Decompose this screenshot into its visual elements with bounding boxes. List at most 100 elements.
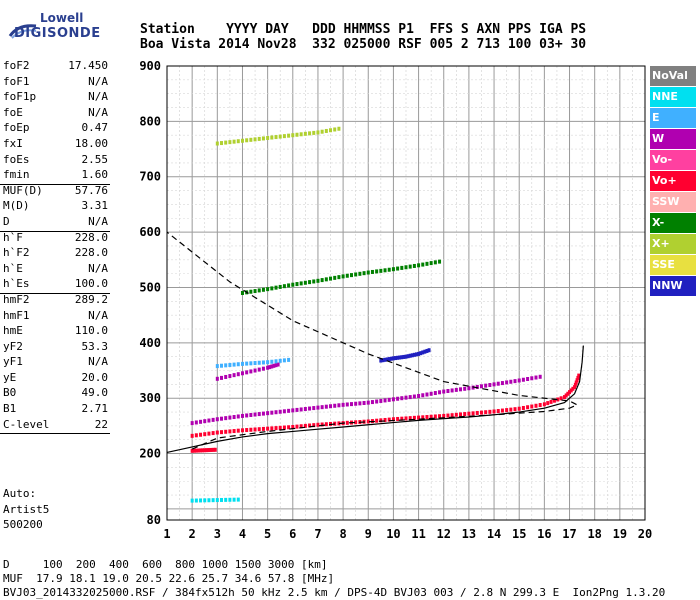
auto-label: Auto: bbox=[3, 487, 37, 500]
echo-point-vo bbox=[194, 433, 198, 438]
header-values: Boa Vista 2014 Nov28 332 025000 RSF 005 … bbox=[140, 37, 587, 52]
param-row: hmF2 289.2 bbox=[0, 292, 120, 308]
echo-point-w bbox=[442, 389, 446, 394]
echo-point-vo bbox=[274, 426, 278, 431]
echo-point-w bbox=[308, 406, 312, 411]
echo-point-w bbox=[240, 371, 244, 376]
y-tick-label: 200 bbox=[139, 447, 161, 461]
x-tick-label: 3 bbox=[214, 527, 221, 541]
echo-point-w bbox=[224, 374, 228, 379]
echo-point-nnw bbox=[410, 353, 414, 358]
footer-muf-row: MUF 17.9 18.1 19.0 20.5 22.6 25.7 34.6 5… bbox=[3, 572, 335, 585]
param-row: h`Es 100.0 bbox=[0, 276, 120, 292]
echo-point-w bbox=[316, 405, 320, 410]
echo-point-e bbox=[253, 361, 257, 366]
echo-point-vo bbox=[566, 391, 570, 396]
echo-point-x bbox=[253, 137, 257, 142]
param-value: 1.60 bbox=[81, 168, 109, 182]
echo-point-w bbox=[530, 376, 534, 381]
echo-point-x bbox=[303, 131, 307, 136]
echo-point-x bbox=[224, 140, 228, 145]
echo-point-vo bbox=[433, 414, 437, 419]
echo-point-w bbox=[337, 403, 341, 408]
echo-point-x bbox=[291, 282, 295, 287]
echo-point-x bbox=[261, 287, 265, 292]
y-tick-label: 900 bbox=[139, 59, 161, 73]
footer-distance-row: D 100 200 400 600 800 1000 1500 3000 [km… bbox=[3, 558, 328, 571]
echo-point-w bbox=[509, 379, 513, 384]
echo-point-vo bbox=[549, 399, 553, 404]
echo-point-vo bbox=[496, 409, 500, 414]
echo-point-vo bbox=[400, 416, 404, 421]
echo-point-x bbox=[282, 284, 286, 289]
echo-point-x bbox=[316, 278, 320, 283]
echo-point-w bbox=[354, 401, 358, 406]
legend-entry-w: W bbox=[650, 129, 696, 149]
echo-point-x bbox=[329, 128, 333, 133]
echo-point-w bbox=[287, 408, 291, 413]
param-value: 0.47 bbox=[81, 121, 109, 135]
echo-point-w bbox=[215, 417, 219, 422]
echo-point-vo bbox=[530, 404, 534, 409]
echo-point-w bbox=[366, 400, 370, 405]
echo-point-w bbox=[232, 373, 236, 378]
echo-point-vo bbox=[479, 410, 483, 415]
echo-point-vo bbox=[203, 432, 207, 437]
echo-point-x bbox=[282, 134, 286, 139]
echo-point-vo bbox=[425, 415, 429, 420]
echo-point-w bbox=[496, 381, 500, 386]
echo-point-w bbox=[220, 375, 224, 380]
echo-point-w bbox=[291, 408, 295, 413]
echo-point-w bbox=[521, 377, 525, 382]
echo-point-x bbox=[312, 130, 316, 135]
echo-point-x bbox=[345, 273, 349, 278]
echo-point-w bbox=[274, 410, 278, 415]
echo-point-w bbox=[538, 374, 542, 379]
echo-point-vo bbox=[559, 396, 563, 401]
echo-point-vo bbox=[573, 382, 577, 387]
echo-point-x bbox=[240, 138, 244, 143]
legend-entry-x-: X+ bbox=[650, 234, 696, 254]
legend-entry-nnw: NNW bbox=[650, 276, 696, 296]
param-row: fxI 18.00 bbox=[0, 136, 120, 152]
echo-point-vo bbox=[564, 393, 568, 398]
param-name: fmin bbox=[3, 168, 30, 182]
echo-point-vo bbox=[459, 412, 463, 417]
echo-point-x bbox=[295, 132, 299, 137]
echo-point-w bbox=[272, 363, 276, 368]
param-row: MUF(D) 57.76 bbox=[0, 183, 120, 199]
echo-point-nne bbox=[203, 498, 207, 503]
echo-point-x bbox=[308, 280, 312, 285]
echo-point-nnw bbox=[385, 357, 389, 362]
echo-point-x bbox=[341, 274, 345, 279]
echo-point-w bbox=[266, 411, 270, 416]
echo-point-x bbox=[274, 135, 278, 140]
x-tick-label: 7 bbox=[314, 527, 321, 541]
echo-point-w bbox=[270, 364, 274, 369]
echo-point-w bbox=[471, 385, 475, 390]
param-row: foE N/A bbox=[0, 105, 120, 121]
echo-point-x bbox=[308, 131, 312, 136]
echo-point-x bbox=[429, 261, 433, 266]
echo-point-nnw bbox=[391, 356, 395, 361]
echo-point-x bbox=[391, 267, 395, 272]
param-value: 3.31 bbox=[81, 199, 109, 213]
legend-entry-vo-: Vo+ bbox=[650, 171, 696, 191]
echo-point-w bbox=[224, 416, 228, 421]
echo-point-x bbox=[291, 133, 295, 138]
echo-point-w bbox=[362, 400, 366, 405]
footer-info: D 100 200 400 600 800 1000 1500 3000 [km… bbox=[3, 558, 665, 600]
plot-frame bbox=[166, 65, 646, 521]
echo-point-vo bbox=[379, 418, 383, 423]
echo-point-nnw bbox=[425, 348, 429, 353]
echo-point-vo bbox=[383, 417, 387, 422]
param-name: foE bbox=[3, 105, 23, 119]
legend-entry-sse: SSE bbox=[650, 255, 696, 275]
param-name: yF2 bbox=[3, 339, 23, 353]
echo-point-x bbox=[333, 127, 337, 132]
echo-point-nnw bbox=[414, 352, 418, 357]
param-value: 228.0 bbox=[74, 230, 108, 244]
param-row: foF1 N/A bbox=[0, 74, 120, 90]
echo-point-vo bbox=[249, 427, 253, 432]
echo-point-vo bbox=[526, 405, 530, 410]
